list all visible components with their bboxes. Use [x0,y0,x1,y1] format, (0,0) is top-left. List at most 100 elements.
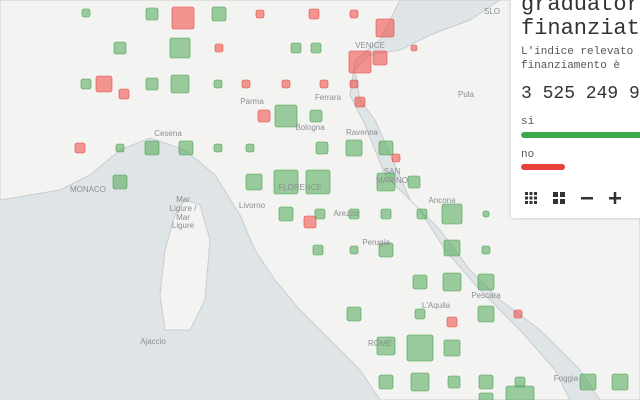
marker [442,272,462,292]
marker [214,43,224,53]
marker [478,374,494,390]
marker [80,78,92,90]
marker [95,75,113,93]
marker [319,79,329,89]
place-label: Bologna [295,123,325,132]
marker [309,109,323,123]
marker [412,274,428,290]
marker [513,309,523,319]
marker [169,37,191,59]
marker [81,8,91,18]
place-label: SAN [384,167,401,176]
panel-description: finanziamento è [521,60,621,72]
marker [178,140,194,156]
marker [410,372,430,392]
marker [241,79,251,89]
marker [145,7,159,21]
marker [441,203,463,225]
marker [257,109,271,123]
marker [447,375,461,389]
marker [170,74,190,94]
marker [514,376,526,388]
place-label: Ajaccio [140,337,166,346]
marker [303,215,317,229]
marker [278,206,294,222]
marker [443,339,461,357]
marker [446,316,458,328]
marker [211,6,227,22]
marker [406,334,434,362]
marker [349,9,359,19]
marker [378,140,394,156]
marker [290,42,302,54]
place-label: Ligure / [170,204,197,213]
marker [314,208,326,220]
panel-total: 3 525 249 9 [521,84,640,104]
place-label: Ancona [428,196,456,205]
place-label: Mar [176,195,190,204]
marker [348,50,372,74]
place-label: Livorno [239,201,266,210]
marker [481,245,491,255]
marker [346,306,362,322]
marker [113,41,127,55]
marker [376,172,396,192]
marker [348,208,360,220]
place-label: Mar [176,213,190,222]
place-label: Cesena [154,129,182,138]
marker [376,336,396,356]
marker [477,273,495,291]
marker [349,245,359,255]
zoom-in-button[interactable] [609,192,621,204]
marker [375,18,395,38]
marker [144,140,160,156]
no-label: no [521,149,535,161]
place-label: Arezzo [334,209,359,218]
marker [213,79,223,89]
marker [112,174,128,190]
marker [308,8,320,20]
marker [579,373,597,391]
marker [391,153,401,163]
marker [380,208,392,220]
place-label: SLO [484,7,500,16]
marker [310,42,322,54]
place-label: Pula [458,90,475,99]
zoom-out-button[interactable] [581,192,593,204]
marker [213,143,223,153]
grid-large-button[interactable] [553,192,565,204]
marker [171,6,195,30]
marker [414,308,426,320]
marker [115,143,125,153]
info-panel: graduator finanziat L'indice relevato fi… [511,0,640,218]
marker [482,210,490,218]
marker [477,305,495,323]
marker [372,50,388,66]
panel-title: graduator [521,0,640,17]
grid-small-button[interactable] [525,192,537,204]
marker [305,169,331,195]
marker [345,139,363,157]
place-label: Pescara [471,291,501,300]
marker [118,88,130,100]
place-label: ROME [368,339,392,348]
marker [145,77,159,91]
marker [407,175,421,189]
place-label: Ferrara [315,93,342,102]
place-label: L'Aquila [422,301,451,310]
no-bar [521,164,565,170]
place-label: Ravenna [346,128,379,137]
marker [478,392,494,400]
marker [443,239,461,257]
panel-title: finanziat [521,16,640,41]
corsica [159,199,211,331]
yes-bar [521,132,640,138]
place-label: Ligure [172,221,195,230]
marker [281,79,291,89]
place-label: MARINO [376,176,408,185]
marker [273,169,299,195]
marker [312,244,324,256]
yes-label: si [521,116,535,128]
